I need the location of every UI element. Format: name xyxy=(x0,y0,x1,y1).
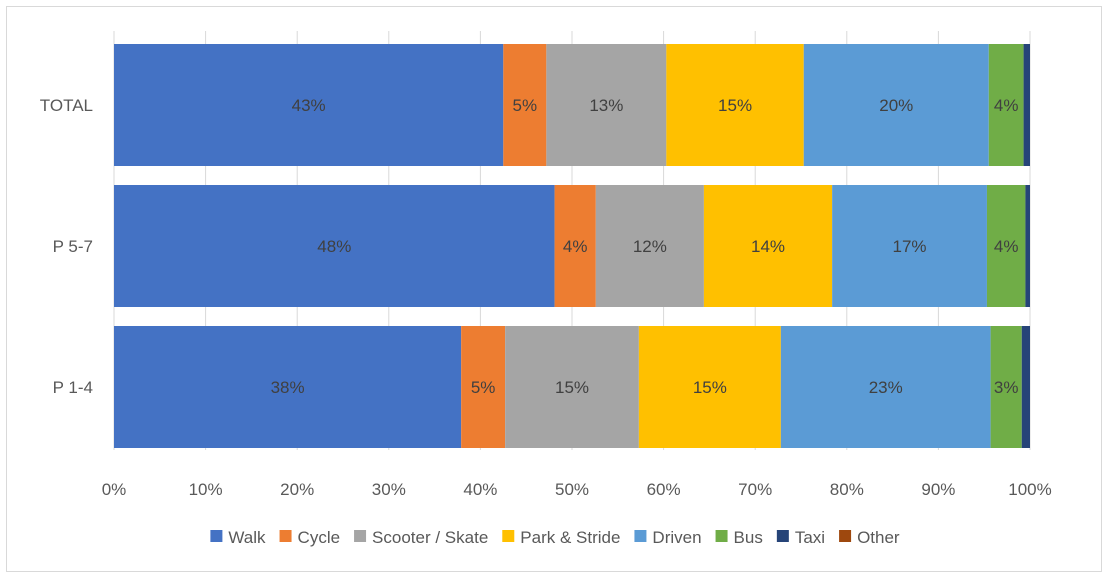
legend-label: Bus xyxy=(734,528,763,547)
data-label: 23% xyxy=(869,378,903,397)
x-tick-label: 90% xyxy=(921,480,955,499)
data-label: 12% xyxy=(633,237,667,256)
bar-segment xyxy=(595,185,704,307)
data-label: 14% xyxy=(751,237,785,256)
bar-segment xyxy=(666,44,804,166)
bars xyxy=(114,44,1030,448)
legend-swatch xyxy=(502,530,515,542)
x-tick-label: 30% xyxy=(372,480,406,499)
legend-label: Cycle xyxy=(298,528,341,547)
legend-label: Other xyxy=(857,528,900,547)
category-label: P 1-4 xyxy=(53,378,93,397)
x-tick-label: 50% xyxy=(555,480,589,499)
bar-segment xyxy=(505,326,639,448)
bar-segment xyxy=(503,44,547,166)
category-axis: TOTAL P 5-7 P 1-4 xyxy=(40,96,93,397)
bar-segment xyxy=(114,185,555,307)
x-tick-label: 20% xyxy=(280,480,314,499)
data-label: 5% xyxy=(513,96,538,115)
stacked-bar-chart: 43% 5% 13% 15% 20% 4% 48% 4% 12% 14% 17% 4% 38% 5% 15%… xyxy=(40,31,1052,547)
bar-segment xyxy=(1021,326,1030,448)
legend-label: Park & Stride xyxy=(520,528,620,547)
x-tick-label: 10% xyxy=(189,480,223,499)
data-label: 20% xyxy=(879,96,913,115)
data-label: 5% xyxy=(471,378,496,397)
bar-segment xyxy=(114,326,462,448)
data-label: 4% xyxy=(563,237,588,256)
bar-segment xyxy=(546,44,667,166)
legend-swatch xyxy=(354,530,367,542)
legend-swatch xyxy=(839,530,852,542)
legend-swatch xyxy=(279,530,292,542)
chart-frame: 43% 5% 13% 15% 20% 4% 48% 4% 12% 14% 17% 4% 38% 5% 15%… xyxy=(6,6,1102,572)
legend-label: Walk xyxy=(228,528,266,547)
data-label: 4% xyxy=(994,237,1019,256)
bar-segment xyxy=(803,44,989,166)
x-tick-label: 40% xyxy=(463,480,497,499)
legend-label: Driven xyxy=(652,528,701,547)
legend-swatch xyxy=(634,530,647,542)
bar-segment xyxy=(986,185,1026,307)
bar-segment xyxy=(780,326,991,448)
data-label: 15% xyxy=(693,378,727,397)
bar-segment xyxy=(988,44,1024,166)
category-label: P 5-7 xyxy=(53,237,93,256)
x-tick-label: 0% xyxy=(102,480,127,499)
bar-segment xyxy=(1025,185,1030,307)
data-labels: 43% 5% 13% 15% 20% 4% 48% 4% 12% 14% 17% 4% 38% 5% 15%… xyxy=(271,96,1019,397)
x-tick-label: 70% xyxy=(738,480,772,499)
bar-segment xyxy=(832,185,987,307)
data-label: 15% xyxy=(718,96,752,115)
data-label: 38% xyxy=(271,378,305,397)
data-label: 4% xyxy=(994,96,1019,115)
legend-swatch xyxy=(776,530,789,542)
x-tick-label: 100% xyxy=(1008,480,1051,499)
legend: Walk Cycle Scooter / Skate Park & Stride Dri… xyxy=(210,528,900,547)
data-label: 43% xyxy=(292,96,326,115)
legend-swatch xyxy=(210,530,223,542)
legend-label: Taxi xyxy=(795,528,825,547)
data-label: 17% xyxy=(893,237,927,256)
x-tick-label: 60% xyxy=(647,480,681,499)
bar-segment xyxy=(461,326,506,448)
legend-label: Scooter / Skate xyxy=(372,528,488,547)
bar-segment xyxy=(990,326,1022,448)
value-axis: 0% 10% 20% 30% 40% 50% 60% 70% 80% 90% 100% xyxy=(102,480,1052,499)
bar-segment xyxy=(703,185,833,307)
data-label: 13% xyxy=(589,96,623,115)
category-label: TOTAL xyxy=(40,96,93,115)
bar-segment xyxy=(1023,44,1030,166)
x-tick-label: 80% xyxy=(830,480,864,499)
data-label: 48% xyxy=(317,237,351,256)
bar-segment xyxy=(638,326,781,448)
bar-segment xyxy=(554,185,596,307)
legend-swatch xyxy=(715,530,728,542)
data-label: 15% xyxy=(555,378,589,397)
bar-segment xyxy=(114,44,504,166)
data-label: 3% xyxy=(994,378,1019,397)
